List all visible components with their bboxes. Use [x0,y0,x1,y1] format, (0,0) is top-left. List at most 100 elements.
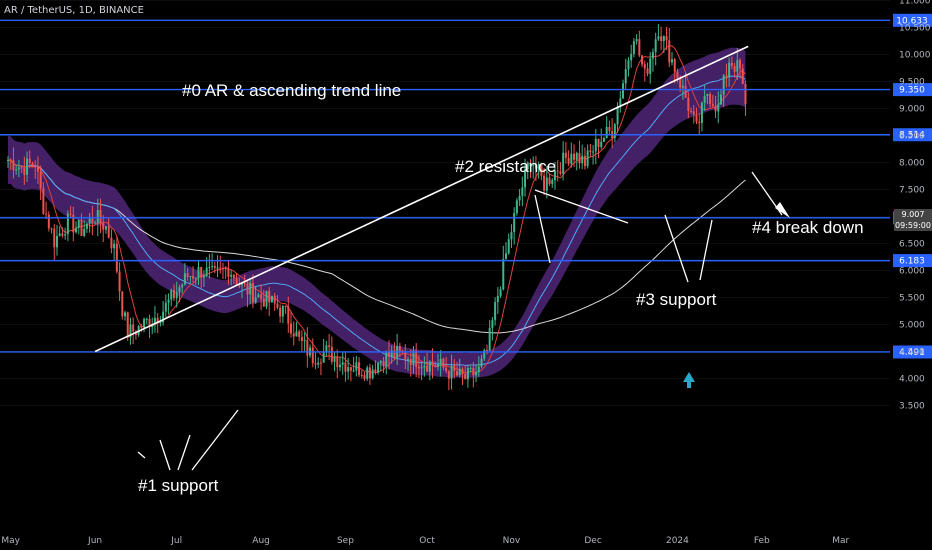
candle-body [53,228,56,248]
candle-body [532,164,535,166]
candle-body [692,111,695,115]
candle-body [499,289,502,296]
y-tick-label: 9.000 [899,105,925,115]
y-tick-label: 5.000 [899,321,925,331]
candle-body [69,213,72,215]
level-tag [893,254,932,268]
candlesticks [7,23,747,391]
candle-body [638,39,641,56]
candle-body [246,283,249,295]
candle-body [398,346,401,351]
candle-body [641,55,644,65]
candle-body [545,177,548,191]
annotation-0: #0 AR & ascending trend line [182,81,402,100]
candle-body [592,151,595,153]
candle-body [102,222,105,230]
candle-body [556,170,559,172]
candle-body [521,187,524,196]
candle-body [475,372,478,376]
candle-body [349,367,352,371]
candle-body [213,265,216,268]
candle-body [368,367,371,379]
y-tick-label: 9.500 [899,78,925,88]
candle-body [671,59,673,63]
candle-body [352,370,355,372]
candle-body [216,267,219,269]
candle-body [594,138,597,152]
annotation-4: #4 break down [752,218,864,237]
candle-body [333,357,336,362]
candle-body [679,77,682,88]
candle-body [466,368,469,380]
candle-body [219,267,222,269]
annotation-1: #1 support [138,476,219,495]
candle-body [695,114,698,122]
x-tick-label: Oct [419,536,435,546]
candle-body [192,275,195,279]
candle-body [235,278,238,285]
candle-body [379,361,382,363]
trend-line[interactable] [94,45,749,353]
candle-body [706,93,709,97]
y-tick-label: 6.000 [899,267,925,277]
candle-body [385,351,388,367]
candle-body [254,297,257,303]
countdown-value: 09:59:00 [895,221,931,230]
annotation-3: #3 support [636,290,717,309]
candle-body [589,150,592,152]
candle-body [290,323,293,334]
candle-body [480,358,483,367]
candle-body [553,170,556,181]
candle-body [518,195,521,201]
candle-body [423,366,426,368]
candle-body [646,68,649,74]
candle-body [143,318,146,328]
candle-body [88,218,91,224]
candle-body [491,320,494,328]
candle-body [665,36,668,41]
candle-body [654,39,657,53]
candle-body [47,214,50,229]
level-tag [893,83,932,97]
candle-body [42,188,45,214]
candle-body [232,274,235,279]
candle-body [488,327,491,351]
candle-body [714,105,717,112]
candle-body [96,210,99,223]
candle-body [719,94,722,105]
candle-body [417,366,420,369]
candle-body [336,357,339,368]
candle-body [616,106,619,125]
candle-body [382,361,385,367]
x-tick-label: Nov [503,536,521,546]
candle-body [317,362,320,365]
candle-body [613,124,616,138]
candle-body [9,159,12,161]
candle-body [624,69,627,84]
candle-body [428,361,431,372]
candle-body [230,274,233,277]
candle-body [66,213,69,235]
candle-body [126,312,129,338]
level-tag [893,13,932,27]
breakdown-arrowhead [775,202,790,218]
candle-body [72,214,75,233]
candle-body [178,287,181,293]
x-tick-label: May [1,536,20,546]
candle-body [17,167,20,170]
candle-body [257,294,260,298]
candle-body [200,266,203,278]
candle-body [241,283,244,285]
candle-body [529,162,532,166]
candle-body [366,367,369,379]
candle-body [464,374,467,380]
candle-body [472,367,475,376]
candle-body [513,213,516,233]
candle-body [75,227,78,233]
chart-grid [0,0,890,406]
candle-body [537,164,540,169]
candle-body [295,331,298,337]
candle-body [635,39,638,42]
